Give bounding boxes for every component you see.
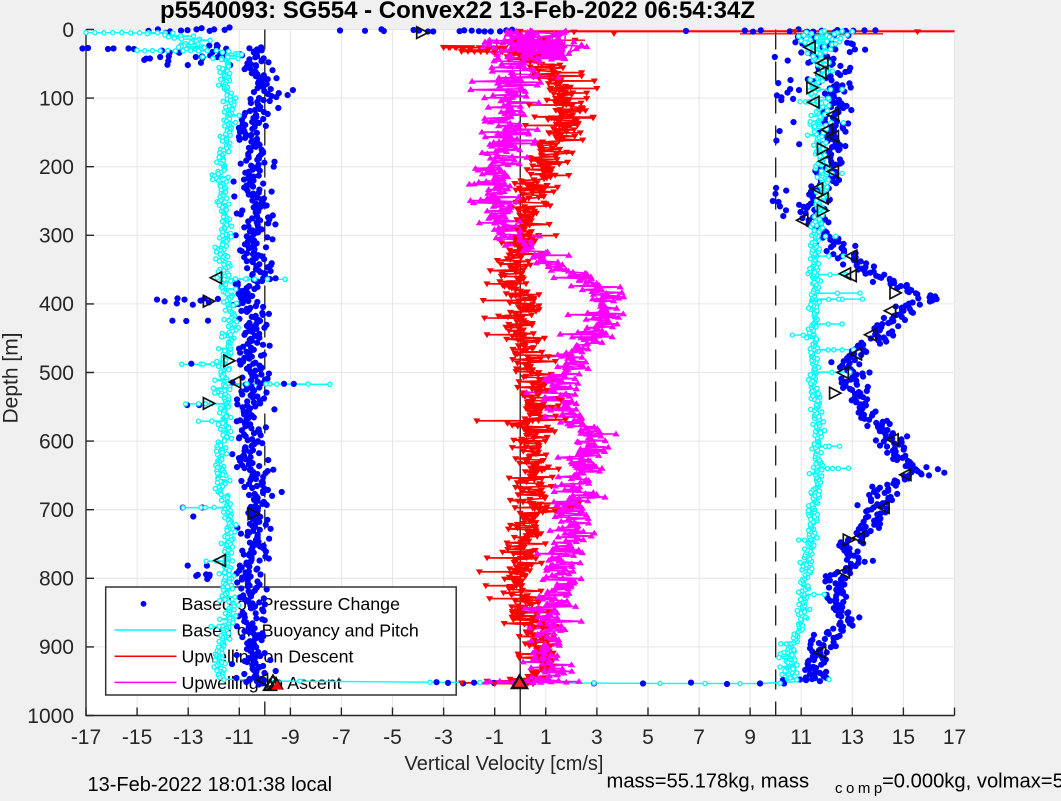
svg-text:1000: 1000 — [27, 705, 74, 728]
svg-text:Upwelling on Descent: Upwelling on Descent — [182, 647, 354, 667]
svg-text:800: 800 — [39, 568, 74, 591]
svg-text:-3: -3 — [434, 726, 453, 749]
svg-text:600: 600 — [39, 430, 74, 453]
svg-text:comp: comp — [835, 780, 886, 797]
svg-text:Vertical Velocity [cm/s]: Vertical Velocity [cm/s] — [405, 753, 604, 775]
svg-text:5: 5 — [642, 726, 654, 749]
svg-text:15: 15 — [892, 726, 915, 749]
svg-text:Based on Buoyancy and Pitch: Based on Buoyancy and Pitch — [182, 620, 419, 640]
svg-text:-11: -11 — [225, 726, 254, 749]
svg-text:7: 7 — [693, 726, 705, 749]
svg-text:500: 500 — [39, 362, 74, 385]
svg-text:400: 400 — [39, 293, 74, 316]
svg-text:-13: -13 — [173, 726, 203, 749]
svg-text:13: 13 — [841, 726, 864, 749]
svg-text:-9: -9 — [281, 726, 300, 749]
svg-text:Based on Pressure Change: Based on Pressure Change — [182, 594, 401, 614]
svg-text:-5: -5 — [383, 726, 402, 749]
svg-text:3: 3 — [591, 726, 603, 749]
svg-text:900: 900 — [39, 636, 74, 659]
svg-text:mass=55.178kg, mass: mass=55.178kg, mass — [607, 771, 810, 793]
svg-text:-17: -17 — [71, 726, 101, 749]
svg-text:p5540093: SG554 - Convex22 13-: p5540093: SG554 - Convex22 13-Feb-2022 0… — [160, 0, 755, 24]
svg-text:-15: -15 — [122, 726, 152, 749]
svg-text:9: 9 — [744, 726, 756, 749]
svg-text:17: 17 — [943, 726, 966, 749]
svg-text:700: 700 — [39, 499, 74, 522]
svg-text:=0.000kg, volmax=55: =0.000kg, volmax=55 — [882, 771, 1061, 793]
svg-text:100: 100 — [39, 87, 74, 110]
svg-text:11: 11 — [790, 726, 812, 749]
svg-text:13-Feb-2022 18:01:38 local: 13-Feb-2022 18:01:38 local — [88, 774, 333, 796]
svg-text:Depth [m]: Depth [m] — [0, 332, 23, 423]
svg-text:-7: -7 — [332, 726, 351, 749]
svg-text:-1: -1 — [485, 726, 504, 749]
svg-text:300: 300 — [39, 225, 74, 248]
svg-text:1: 1 — [540, 726, 552, 749]
svg-text:0: 0 — [62, 19, 74, 42]
svg-text:200: 200 — [39, 156, 74, 179]
